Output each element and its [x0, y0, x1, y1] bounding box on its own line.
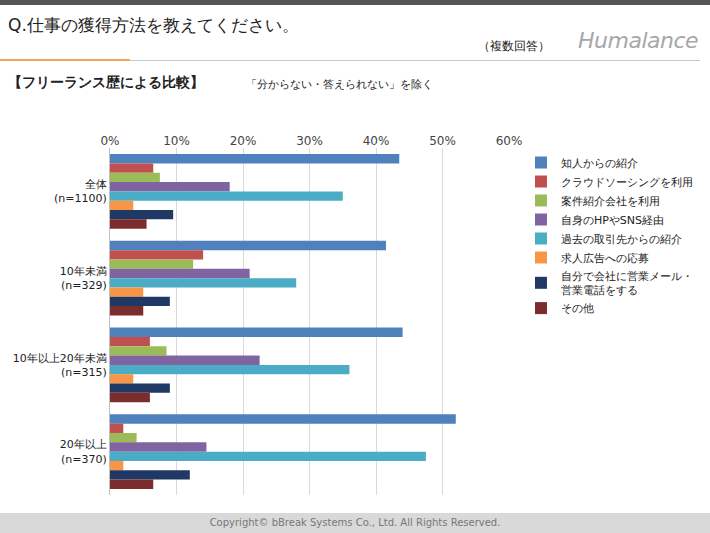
svg-text:20%: 20%: [230, 134, 257, 148]
svg-text:60%: 60%: [496, 134, 523, 148]
html-text:「分からない・答えられない」を除く: 「分からない・答えられない」を除く: [246, 78, 433, 91]
svg-text:過去の取引先からの紹介: 過去の取引先からの紹介: [561, 233, 682, 246]
svg-text:案件紹介会社を利用: 案件紹介会社を利用: [561, 195, 660, 208]
svg-text:20年以上(n=370): 20年以上(n=370): [60, 438, 107, 465]
svg-text:10年以上20年未満(n=315): 10年以上20年未満(n=315): [13, 352, 107, 379]
svg-text:全体(n=1100): 全体(n=1100): [54, 178, 107, 205]
html-text:【フリーランス歴による比較】: 【フリーランス歴による比較】: [8, 74, 204, 90]
svg-text:その他: その他: [561, 302, 594, 315]
svg-text:自身のHPやSNS経由: 自身のHPやSNS経由: [561, 214, 664, 227]
svg-text:クラウドソーシングを利用: クラウドソーシングを利用: [561, 176, 693, 189]
svg-text:自分で会社に営業メール・営業電話をする: 自分で会社に営業メール・営業電話をする: [561, 270, 693, 297]
svg-text:求人広告への応募: 求人広告への応募: [561, 252, 649, 265]
html-text:Q.仕事の獲得方法を教えてください。: Q.仕事の獲得方法を教えてください。: [8, 15, 299, 35]
html-text:Copyright© bBreak Systems Co.,: Copyright© bBreak Systems Co., Ltd. All …: [209, 517, 501, 528]
svg-text:40%: 40%: [363, 134, 390, 148]
svg-text:10%: 10%: [163, 134, 190, 148]
svg-text:50%: 50%: [429, 134, 456, 148]
svg-text:30%: 30%: [296, 134, 323, 148]
html-text:（複数回答）: （複数回答）: [478, 39, 550, 53]
svg-text:0%: 0%: [100, 134, 119, 148]
svg-text:知人からの紹介: 知人からの紹介: [561, 157, 638, 170]
svg-text:10年未満(n=329): 10年未満(n=329): [60, 265, 107, 292]
html-text:Humalance: Humalance: [578, 28, 699, 53]
